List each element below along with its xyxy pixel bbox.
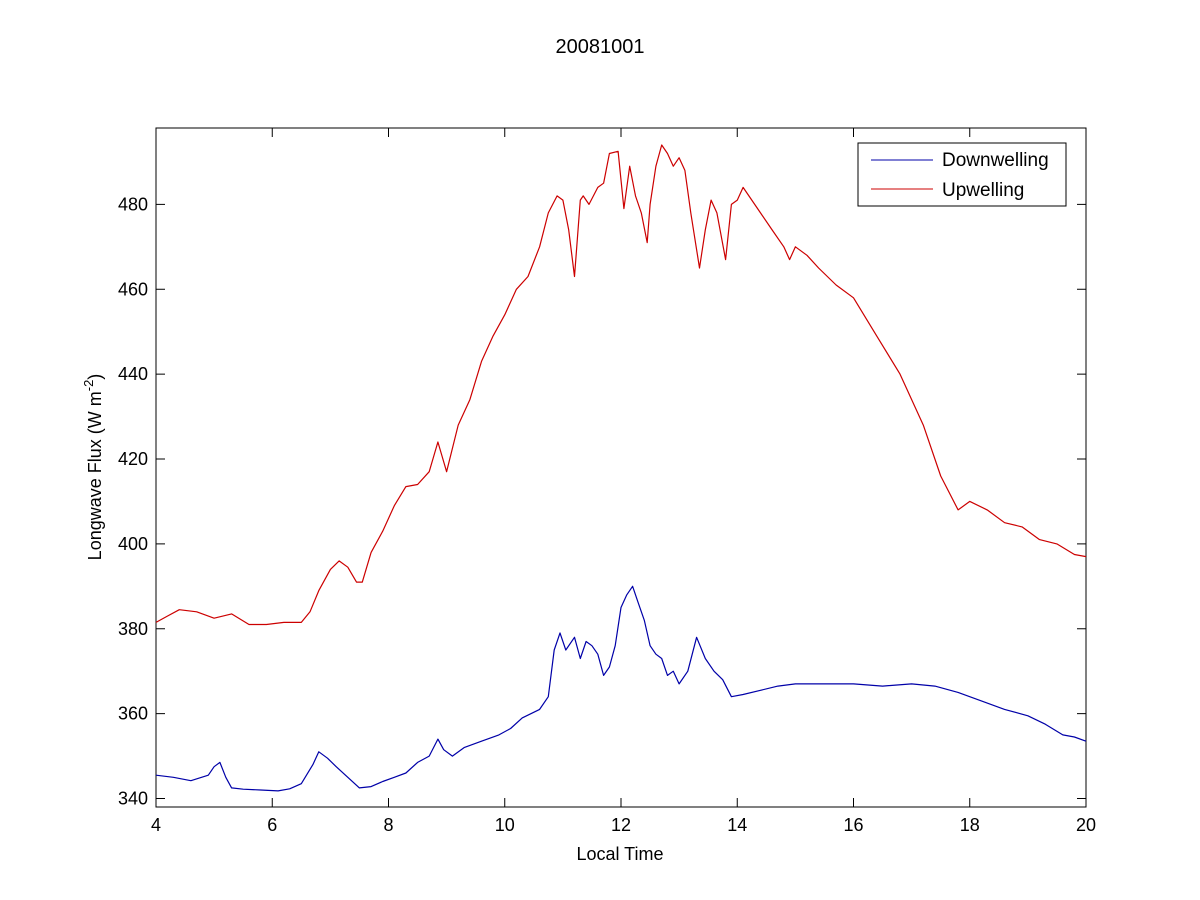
series-line-downwelling [155, 585, 1087, 792]
y-tick-label: 440 [118, 364, 148, 384]
y-axis-label-main: Longwave Flux (W m [85, 391, 105, 560]
x-tick-label: 16 [843, 815, 863, 835]
y-tick-label: 420 [118, 449, 148, 469]
axes-box [155, 127, 1087, 808]
y-axis-label-close: ) [85, 374, 105, 380]
x-tick-label: 4 [151, 815, 161, 835]
legend-label-upwelling: Upwelling [942, 180, 1024, 201]
legend-box [857, 142, 1067, 207]
y-tick-label: 460 [118, 279, 148, 299]
legend-label-downwelling: Downwelling [942, 150, 1049, 171]
x-tick-label: 12 [611, 815, 631, 835]
y-tick-label: 340 [118, 789, 148, 809]
x-axis-label: Local Time [576, 844, 663, 864]
y-tick-label: 480 [118, 194, 148, 214]
tick-layer: 4 6 8 10 12 14 16 18 20 340 360 380 400 420 440 460 480 [118, 128, 1096, 835]
legend: Downwelling Upwelling [857, 142, 1067, 207]
x-tick-label: 10 [495, 815, 515, 835]
chart-title: 20081001 [556, 36, 645, 58]
plot-area: 4 6 8 10 12 14 16 18 20 340 360 380 400 420 440 460 480 [118, 127, 1096, 835]
y-axis-label-exponent: -2 [81, 380, 96, 392]
x-tick-label: 6 [267, 815, 277, 835]
series-layer [155, 144, 1087, 792]
x-tick-label: 14 [727, 815, 747, 835]
y-tick-label: 360 [118, 704, 148, 724]
x-tick-label: 18 [960, 815, 980, 835]
y-tick-label: 380 [118, 619, 148, 639]
y-axis-label: Longwave Flux (W m-2) [81, 374, 105, 561]
x-tick-label: 20 [1076, 815, 1096, 835]
x-tick-label: 8 [383, 815, 393, 835]
series-line-upwelling [155, 144, 1087, 626]
y-tick-label: 400 [118, 534, 148, 554]
